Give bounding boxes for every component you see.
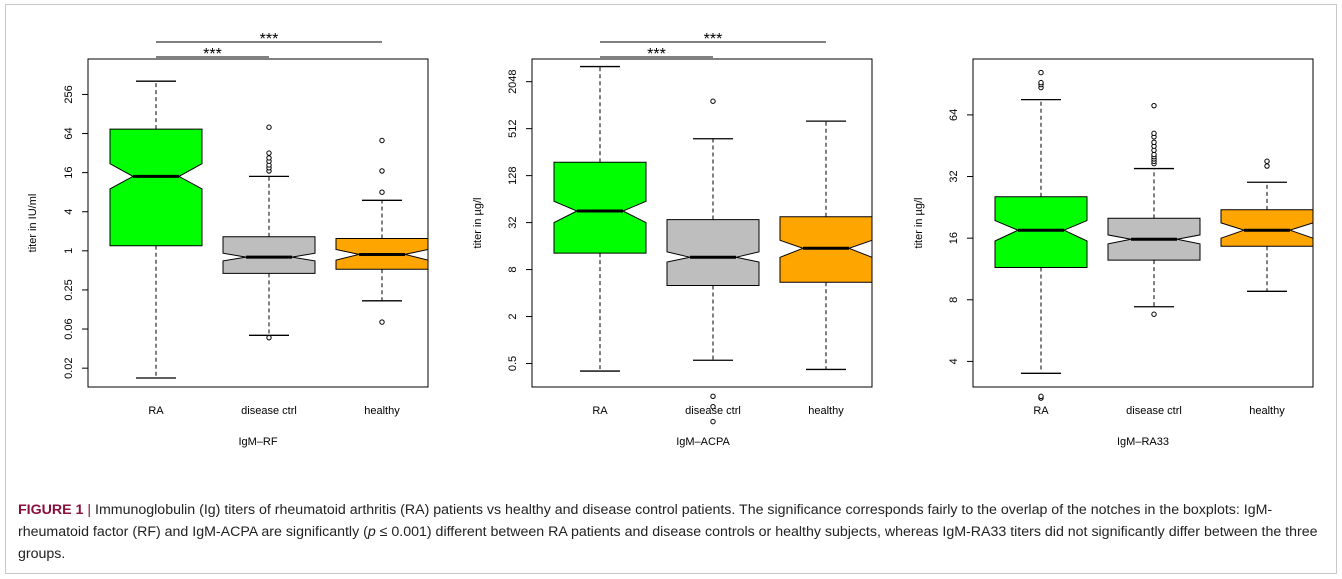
y-tick-label: 64 — [63, 127, 75, 139]
box-RA — [994, 69, 1088, 401]
y-axis-label: titer in µg/l — [913, 198, 925, 249]
outlier-point — [710, 418, 716, 425]
y-tick-label: 0.06 — [63, 318, 75, 339]
caption-text-1: Immunoglobulin (Ig) titers of rheumatoid… — [18, 502, 1273, 540]
y-tick-label: 2048 — [507, 69, 519, 93]
outlier-point — [1151, 102, 1157, 109]
outlier-point — [379, 319, 385, 325]
outlier-point — [379, 189, 385, 195]
outlier-point — [710, 98, 716, 104]
panel-2: 0.5 2 8 32 128 512 2048 titer in µg/l RA disease … — [472, 31, 873, 448]
panel-1: 0.02 0.06 0.25 1 4 16 64 256 titer in IU/ml RA dis… — [27, 31, 429, 448]
y-axis-label: titer in IU/ml — [27, 194, 39, 253]
notched-box — [994, 196, 1088, 268]
y-axis-label: titer in µg/l — [472, 198, 484, 249]
outlier-point — [710, 403, 716, 410]
notched-box — [1220, 209, 1314, 247]
outlier-point — [1038, 79, 1044, 86]
y-tick-label: 256 — [63, 85, 75, 103]
box-healthy — [1220, 158, 1314, 292]
x-tick-label: healthy — [1249, 405, 1285, 417]
caption-p-symbol: p — [367, 524, 376, 540]
box-disease-ctrl — [222, 124, 316, 341]
panel-3: 4 8 16 32 64 titer in µg/l RA disease ctrl healt… — [913, 58, 1314, 448]
x-tick-label: RA — [592, 405, 608, 417]
figure-frame — [5, 4, 1337, 574]
x-tick-label: disease ctrl — [685, 405, 741, 417]
outlier-point — [1264, 163, 1270, 169]
outlier-point — [1151, 139, 1157, 146]
box-healthy — [779, 120, 873, 371]
caption-text-2: ≤ 0.001) different between RA patients a… — [18, 524, 1318, 562]
y-tick-label: 4 — [948, 358, 960, 364]
notched-box — [553, 161, 647, 254]
x-axis-label: IgM–ACPA — [676, 436, 730, 448]
y-tick-label: 16 — [63, 167, 75, 179]
outlier-point — [379, 168, 385, 174]
y-tick-label: 512 — [507, 119, 519, 137]
x-axis-label: IgM–RF — [238, 436, 277, 448]
notched-box — [109, 128, 203, 247]
x-axis-label: IgM–RA33 — [1117, 436, 1169, 448]
notched-box — [666, 219, 760, 286]
y-tick-label: 64 — [948, 109, 960, 121]
significance-label: *** — [704, 31, 723, 48]
box-RA — [553, 65, 647, 372]
figure-caption: FIGURE 1 | Immunoglobulin (Ig) titers of… — [18, 499, 1328, 565]
x-tick-label: healthy — [808, 405, 844, 417]
box-RA — [109, 80, 203, 379]
outlier-point — [266, 155, 272, 161]
y-tick-label: 16 — [948, 232, 960, 244]
outlier-point — [710, 393, 716, 399]
y-tick-label: 32 — [948, 170, 960, 182]
outlier-point — [266, 124, 272, 130]
caption-separator: | — [83, 502, 96, 518]
outlier-point — [1038, 69, 1044, 76]
significance-label: *** — [260, 31, 279, 48]
outlier-point — [266, 334, 272, 341]
box-healthy — [335, 137, 429, 325]
y-tick-label: 32 — [507, 216, 519, 228]
x-tick-label: healthy — [364, 405, 400, 417]
outlier-point — [1038, 393, 1044, 400]
box-disease-ctrl — [666, 98, 760, 425]
significance-label: *** — [203, 46, 222, 63]
y-tick-label: 0.5 — [507, 356, 519, 371]
y-tick-label: 128 — [507, 166, 519, 184]
y-tick-label: 0.25 — [63, 279, 75, 300]
significance-label: *** — [647, 46, 666, 63]
x-tick-label: disease ctrl — [1126, 405, 1182, 417]
outlier-point — [1264, 158, 1270, 164]
outlier-point — [1151, 311, 1157, 317]
y-tick-label: 8 — [948, 297, 960, 303]
y-tick-label: 8 — [507, 267, 519, 273]
box-disease-ctrl — [1107, 102, 1201, 317]
x-tick-label: RA — [148, 405, 164, 417]
y-tick-label: 2 — [507, 313, 519, 319]
y-tick-label: 1 — [63, 248, 75, 254]
figure-label: FIGURE 1 — [18, 502, 84, 518]
outlier-point — [266, 150, 272, 156]
plot-frame — [87, 58, 429, 388]
notched-box — [222, 236, 316, 274]
x-tick-label: RA — [1033, 405, 1049, 417]
y-tick-label: 4 — [63, 209, 75, 215]
outlier-point — [1151, 130, 1157, 137]
y-tick-label: 0.02 — [63, 357, 75, 378]
boxplot-figure: 0.02 0.06 0.25 1 4 16 64 256 titer in IU/ml RA dis… — [27, 31, 1314, 448]
x-tick-label: disease ctrl — [241, 405, 297, 417]
outlier-point — [379, 137, 385, 144]
